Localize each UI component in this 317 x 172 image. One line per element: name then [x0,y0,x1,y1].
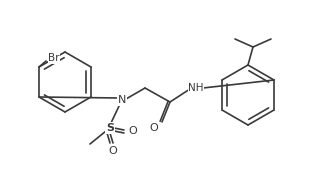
Text: O: O [109,146,117,156]
Text: O: O [150,123,158,133]
Text: N: N [118,95,126,105]
Text: Br: Br [48,53,60,63]
Text: NH: NH [188,83,204,93]
Text: S: S [106,123,114,133]
Text: O: O [129,126,137,136]
